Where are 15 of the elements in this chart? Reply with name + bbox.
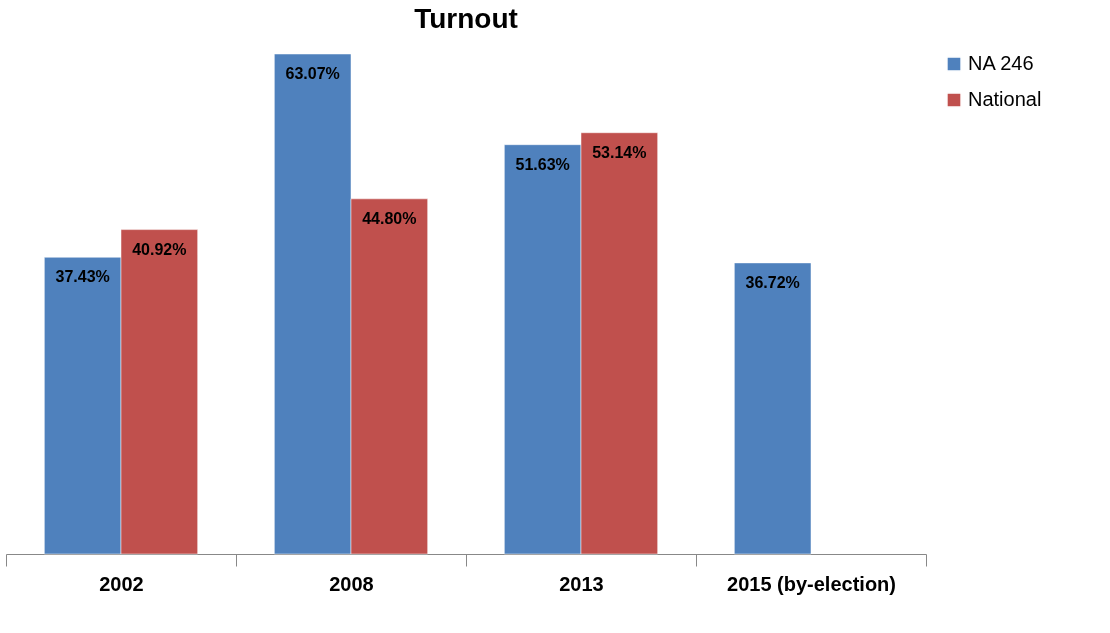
x-tick-label: 2015 (by-election) (727, 572, 896, 595)
legend-label: National (968, 88, 1042, 110)
data-label: 44.80% (362, 209, 417, 227)
chart-title: Turnout (414, 2, 518, 34)
data-label: 40.92% (132, 240, 187, 258)
x-tick-label: 2002 (99, 572, 144, 595)
data-label: 63.07% (285, 65, 340, 82)
x-tick-label: 2013 (559, 572, 604, 595)
data-label: 37.43% (55, 268, 110, 286)
data-label: 36.72% (745, 273, 800, 291)
x-tick-label: 2008 (329, 572, 374, 595)
data-label: 53.14% (592, 143, 647, 161)
bar (734, 262, 812, 555)
data-label: 51.63% (515, 155, 570, 173)
legend-label: NA 246 (968, 52, 1034, 74)
